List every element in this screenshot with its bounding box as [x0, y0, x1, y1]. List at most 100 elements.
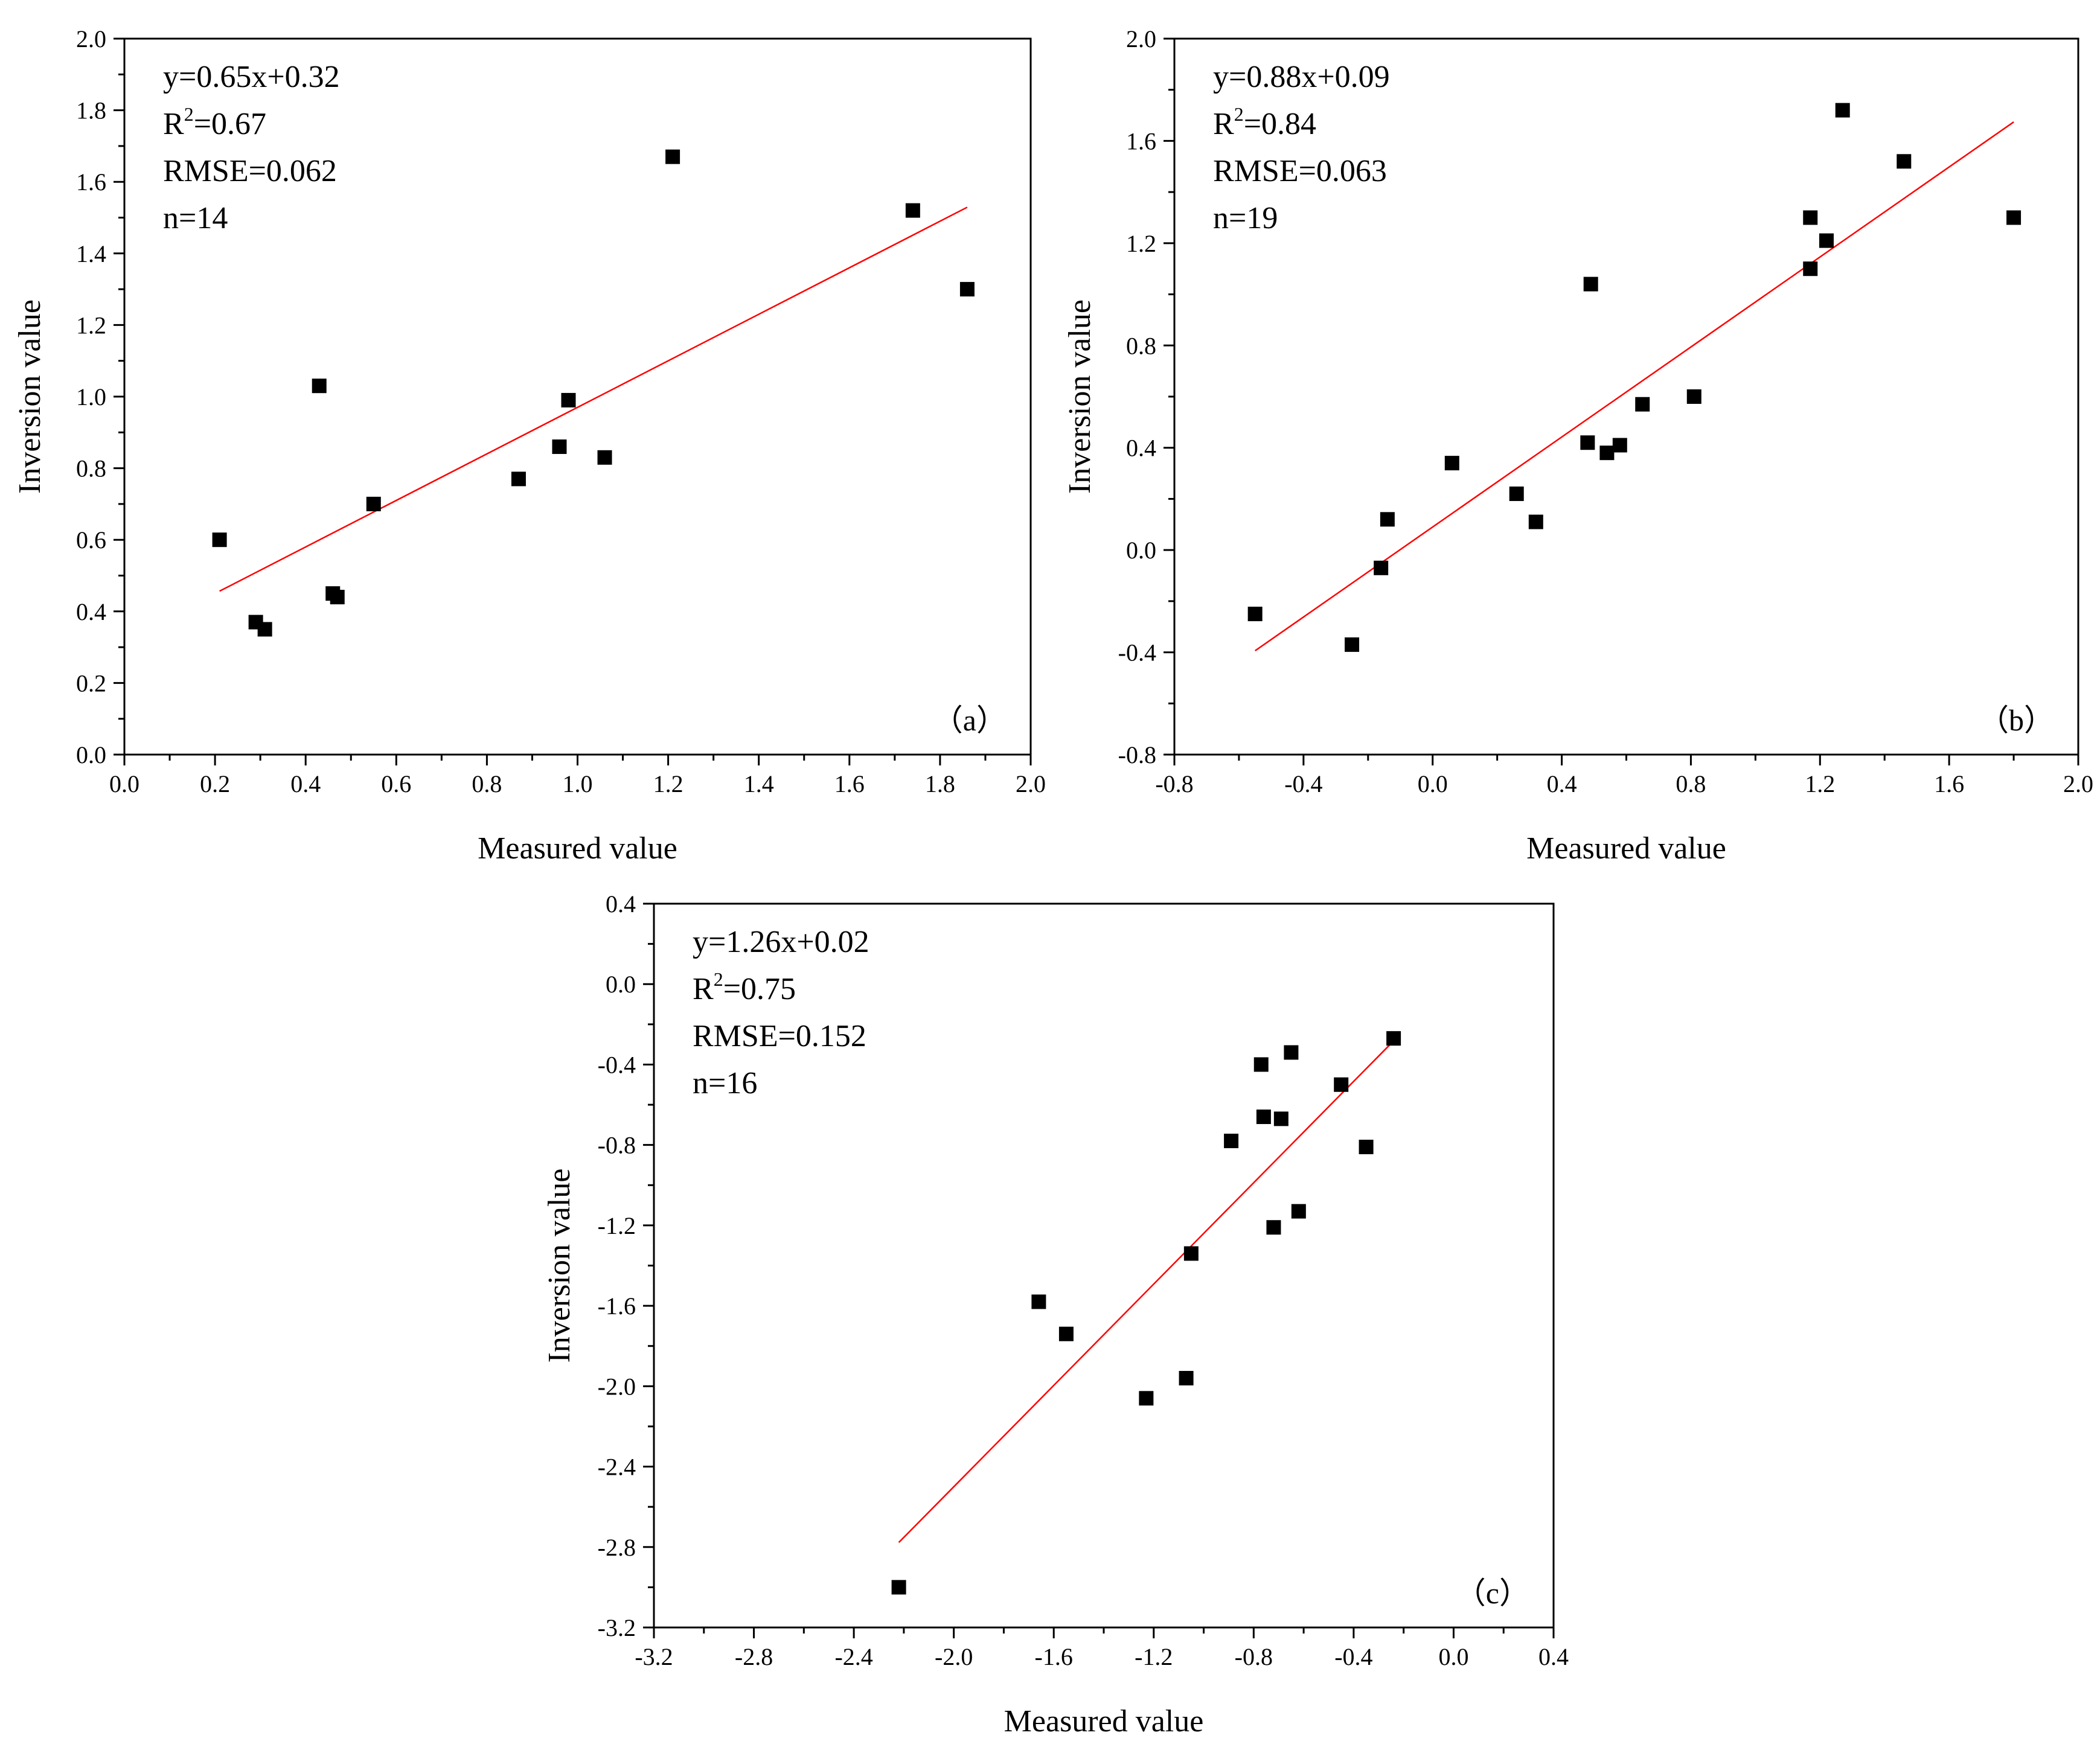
y-tick-label: 0.0 [1126, 537, 1156, 564]
x-tick-label: 0.0 [1418, 770, 1448, 797]
x-tick-label: 1.4 [744, 770, 774, 797]
data-point [905, 203, 920, 218]
equation-label: y=1.26x+0.02 [693, 925, 869, 959]
data-point [1819, 233, 1834, 248]
x-tick-label: -1.6 [1035, 1643, 1073, 1670]
x-tick-label: 1.0 [563, 770, 593, 797]
x-tick-label: 1.2 [1805, 770, 1835, 797]
x-tick-label: 0.6 [381, 770, 411, 797]
x-axis-title: Measured value [478, 831, 677, 866]
data-point [1444, 456, 1459, 471]
x-tick-label: 2.0 [1016, 770, 1046, 797]
data-point [1509, 486, 1524, 501]
data-point [1599, 446, 1615, 461]
y-tick-label: -2.0 [598, 1373, 636, 1400]
data-point [312, 378, 327, 394]
x-tick-label: -0.4 [1334, 1643, 1372, 1670]
y-axis-title: Inversion value [13, 299, 47, 494]
y-tick-label: -0.8 [598, 1132, 636, 1159]
panel-label: （c） [1456, 1576, 1529, 1610]
data-point [1635, 397, 1650, 412]
y-tick-label: -1.6 [598, 1292, 636, 1320]
panel-2: -3.2 -2.8 -2.4 -2.0 -1.6 -1.2 -0.8 -0.4 0.0 0.4 -3… [542, 890, 1569, 1739]
equation-label: y=0.65x+0.32 [163, 60, 340, 94]
data-point [1612, 438, 1627, 453]
x-tick-label: 0.4 [290, 770, 321, 797]
data-point [1803, 261, 1818, 276]
y-tick-label: 1.8 [76, 97, 106, 124]
y-tick-label: -0.4 [598, 1051, 636, 1078]
x-tick-label: -1.2 [1135, 1643, 1173, 1670]
y-tick-label: -2.8 [598, 1534, 636, 1561]
data-point [597, 450, 612, 465]
x-tick-label: 2.0 [2063, 770, 2093, 797]
data-point [1291, 1204, 1306, 1219]
data-point [1334, 1077, 1349, 1092]
data-point [665, 149, 680, 164]
data-point [1583, 276, 1598, 292]
panel-0: 0.0 0.2 0.4 0.6 0.8 1.0 1.2 1.4 1.6 1.8 2.0 0.0 0.2 0… [13, 25, 1046, 866]
x-tick-label: -2.0 [935, 1643, 973, 1670]
data-point [891, 1580, 906, 1595]
y-tick-label: 0.6 [76, 526, 106, 554]
x-tick-label: -2.4 [834, 1643, 872, 1670]
y-tick-label: 0.8 [76, 455, 106, 482]
data-point [1686, 389, 1701, 404]
data-point [1183, 1246, 1199, 1261]
equation-label: y=0.88x+0.09 [1213, 60, 1390, 94]
data-point [1247, 607, 1263, 622]
panel-1: -0.8 -0.4 0.0 0.4 0.8 1.2 1.6 2.0 -0.8 -0.4 0.0 0.4… [1063, 25, 2093, 866]
rmse-label: RMSE=0.062 [163, 154, 337, 188]
panel-label: （a） [933, 703, 1007, 737]
data-point [1256, 1110, 1271, 1125]
x-tick-label: 1.6 [1934, 770, 1964, 797]
x-tick-label: -2.8 [735, 1643, 773, 1670]
data-point [330, 590, 345, 605]
data-point [1345, 637, 1360, 652]
y-axis-title: Inversion value [542, 1168, 577, 1362]
y-tick-label: 2.0 [1126, 25, 1156, 53]
x-tick-label: 0.2 [200, 770, 230, 797]
n-label: n=16 [693, 1066, 757, 1100]
data-point [257, 622, 272, 637]
rmse-label: RMSE=0.152 [693, 1019, 866, 1053]
data-point [1380, 512, 1395, 527]
y-tick-label: 2.0 [76, 25, 106, 53]
x-tick-label: 1.2 [653, 770, 683, 797]
y-tick-label: -0.4 [1118, 639, 1156, 666]
y-tick-label: -2.4 [598, 1454, 636, 1481]
data-point [1179, 1371, 1194, 1386]
x-tick-label: 0.0 [1438, 1643, 1468, 1670]
y-tick-label: 1.2 [76, 311, 106, 339]
data-point [511, 471, 526, 487]
data-point [1359, 1139, 1374, 1154]
data-point [1266, 1220, 1281, 1235]
data-point [1031, 1294, 1046, 1309]
data-point [959, 282, 975, 297]
x-tick-label: 1.6 [834, 770, 865, 797]
data-point [1058, 1326, 1074, 1341]
y-tick-label: 0.2 [76, 669, 106, 697]
regression-line [898, 1040, 1395, 1544]
y-tick-label: 1.6 [76, 168, 106, 196]
data-point [1224, 1134, 1239, 1149]
data-point [212, 532, 227, 548]
data-point [1386, 1031, 1401, 1046]
y-tick-label: 1.0 [76, 383, 106, 410]
y-tick-label: 0.4 [606, 890, 636, 918]
data-point [1835, 103, 1850, 118]
x-tick-label: 0.4 [1538, 1643, 1569, 1670]
data-point [1803, 210, 1818, 225]
r-squared-label: R2=0.75 [693, 968, 796, 1006]
x-tick-label: -0.4 [1284, 770, 1322, 797]
y-tick-label: 1.4 [76, 240, 106, 267]
y-tick-label: 1.2 [1126, 230, 1156, 257]
data-point [2006, 210, 2022, 225]
y-tick-label: -1.2 [598, 1212, 636, 1239]
r-squared-label: R2=0.67 [163, 103, 266, 141]
x-tick-label: 1.8 [925, 770, 955, 797]
panel-label: （b） [1979, 703, 2054, 737]
y-axis-title: Inversion value [1063, 299, 1097, 494]
y-tick-label: 0.0 [76, 741, 106, 768]
